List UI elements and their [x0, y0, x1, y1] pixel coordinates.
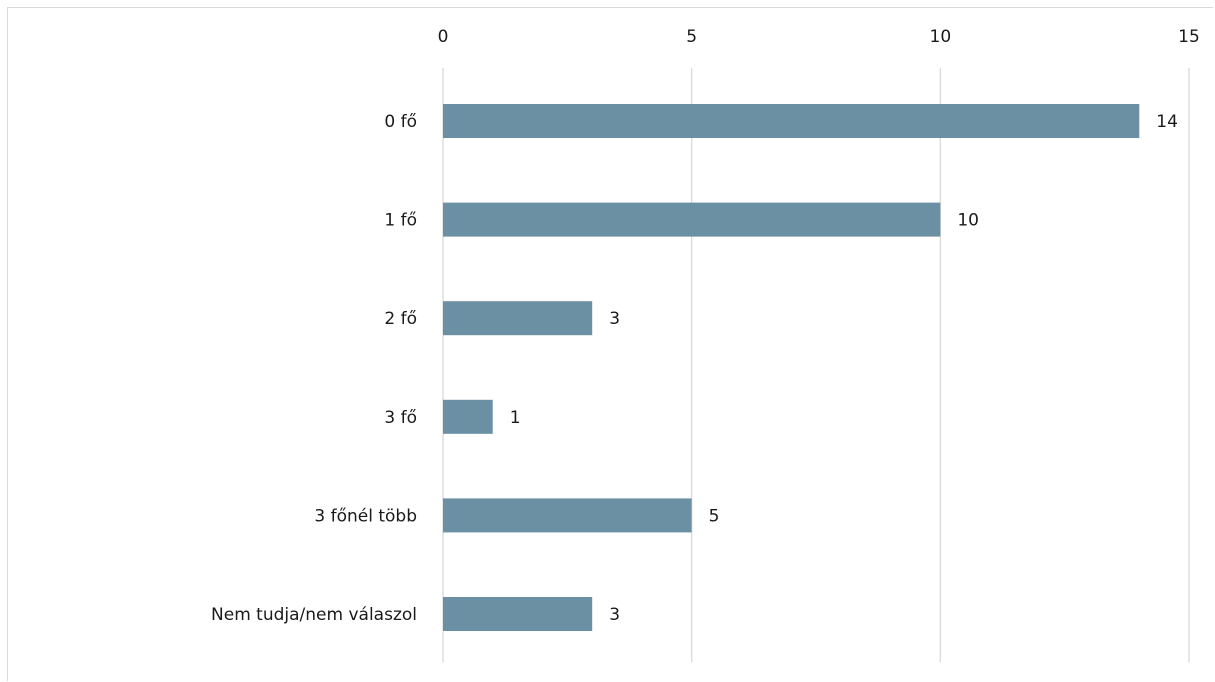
category-labels: 0 fő 1 fő 2 fő 3 fő 3 főnél több Nem tudja/ne… — [211, 112, 417, 625]
bar — [443, 399, 493, 434]
bar — [443, 498, 692, 533]
data-label: 1 — [510, 408, 521, 428]
category-label: 1 fő — [384, 211, 417, 231]
x-tick-label: 5 — [686, 27, 697, 47]
bar — [443, 597, 593, 631]
category-label: 3 fő — [384, 408, 417, 428]
category-label: 0 fő — [384, 112, 417, 132]
data-label: 14 — [1156, 112, 1178, 132]
data-label: 3 — [609, 605, 620, 625]
x-tick-label: 10 — [930, 27, 952, 47]
x-tick-labels: 0 5 10 15 — [438, 27, 1200, 47]
bar — [443, 301, 593, 336]
category-label: 3 főnél több — [314, 506, 417, 526]
data-label: 10 — [957, 211, 979, 231]
data-label: 5 — [709, 506, 720, 526]
category-label: 2 fő — [384, 309, 417, 329]
x-tick-label: 15 — [1178, 27, 1200, 47]
data-labels: 14 10 3 1 5 3 — [510, 112, 1178, 625]
chart-frame — [7, 7, 1213, 681]
gridlines — [442, 68, 1190, 662]
bars — [443, 104, 1140, 631]
bar — [443, 104, 1140, 138]
x-tick-label: 0 — [438, 27, 449, 47]
bar — [443, 202, 941, 237]
category-label: Nem tudja/nem válaszol — [211, 605, 417, 625]
data-label: 3 — [609, 309, 620, 329]
